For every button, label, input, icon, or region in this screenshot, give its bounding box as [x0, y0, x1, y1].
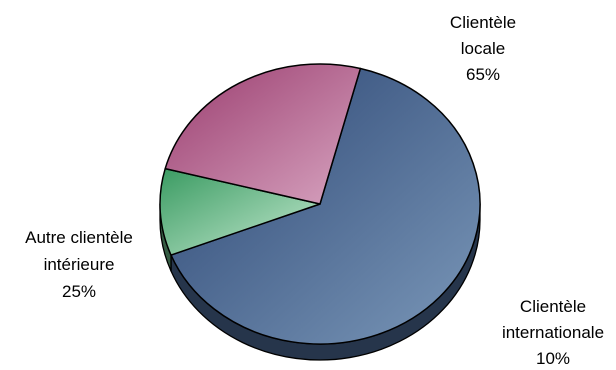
slice-label-autre-clientele-interieure: Autre clientèle intérieure 25%: [25, 228, 133, 301]
slice-label-line: Autre clientèle: [25, 228, 133, 247]
slice-percent-label: 25%: [62, 282, 96, 301]
slice-percent-label: 65%: [466, 65, 500, 84]
slice-label-line: Clientèle: [520, 297, 586, 316]
pie-slice-autre-clientele-interieure: [164, 63, 362, 205]
slice-label-line: internationale: [502, 323, 604, 342]
pie-slice-clientele-internationale: [159, 167, 321, 256]
slice-percent-label: 10%: [536, 349, 570, 368]
slice-label-line: locale: [461, 39, 505, 58]
slice-label-clientele-locale: Clientèle locale 65%: [450, 13, 516, 84]
slice-label-line: intérieure: [44, 255, 115, 274]
pie-slice-clientele-locale: [170, 67, 481, 345]
slice-label-clientele-internationale: Clientèle internationale 10%: [502, 297, 604, 368]
slice-label-line: Clientèle: [450, 13, 516, 32]
